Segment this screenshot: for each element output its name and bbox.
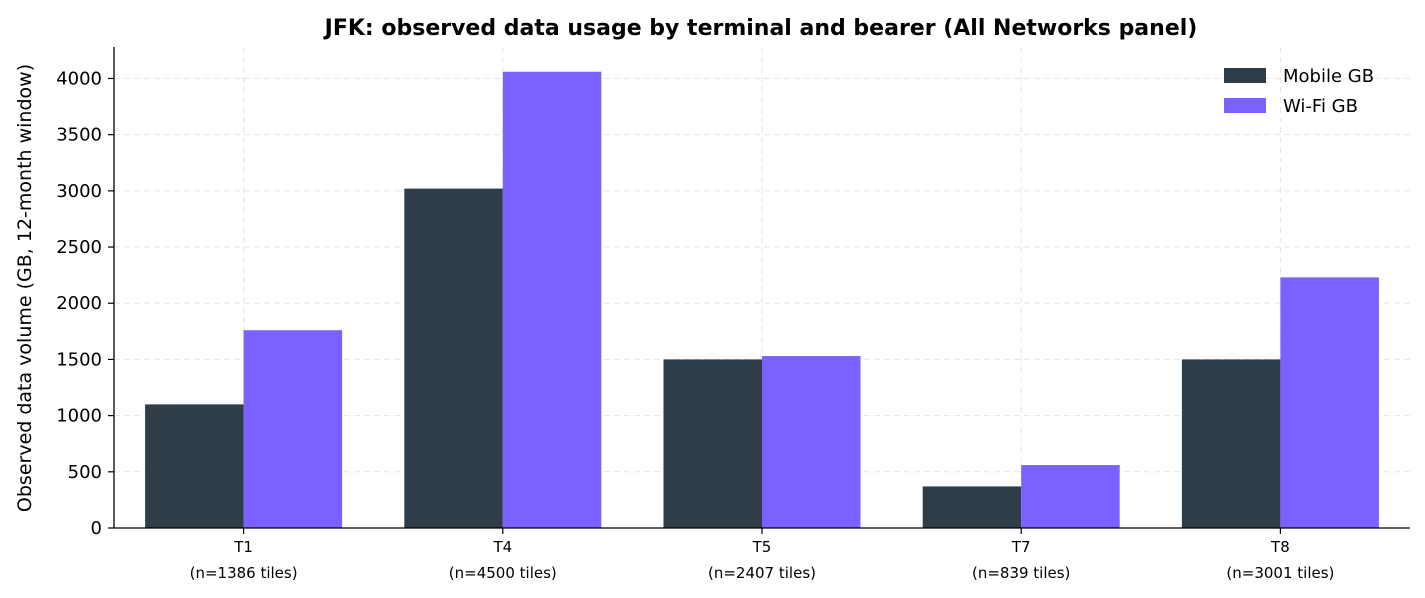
legend-label: Wi-Fi GB xyxy=(1283,96,1358,117)
legend-label: Mobile GB xyxy=(1283,66,1374,87)
x-tick-label: T1 xyxy=(233,538,253,556)
x-tick-sublabel: (n=4500 tiles) xyxy=(449,564,557,582)
y-axis-label: Observed data volume (GB, 12-month windo… xyxy=(14,64,36,512)
y-tick-label: 1000 xyxy=(56,406,102,427)
bar-t5-wifi xyxy=(762,356,861,528)
bar-t4-wifi xyxy=(502,71,602,528)
bar-t1-wifi xyxy=(243,330,343,528)
x-tick-sublabel: (n=1386 tiles) xyxy=(190,564,298,582)
x-tick-sublabel: (n=3001 tiles) xyxy=(1226,564,1334,582)
y-tick-label: 0 xyxy=(91,518,102,539)
y-tick-label: 3500 xyxy=(56,125,102,146)
bars xyxy=(145,71,1379,529)
y-tick-label: 2500 xyxy=(56,237,102,258)
x-ticks: T1 (n=1386 tiles) T4 (n=4500 tiles) T5 (n=240… xyxy=(190,528,1334,582)
bar-t7-wifi xyxy=(1021,465,1120,528)
y-tick-label: 500 xyxy=(68,462,102,483)
y-ticks: 0 500 1000 1500 2000 2500 3000 3500 4000 xyxy=(56,68,114,539)
bar-t5-mobile xyxy=(663,359,762,528)
y-tick-label: 4000 xyxy=(56,68,102,89)
bar-t7-mobile xyxy=(922,486,1022,528)
y-tick-label: 3000 xyxy=(56,181,102,202)
x-tick-sublabel: (n=2407 tiles) xyxy=(708,564,816,582)
chart-title: JFK: observed data usage by terminal and… xyxy=(323,16,1198,41)
x-tick-sublabel: (n=839 tiles) xyxy=(972,564,1070,582)
y-tick-label: 2000 xyxy=(56,293,102,314)
legend: Mobile GB Wi-Fi GB xyxy=(1224,66,1374,117)
bar-t8-wifi xyxy=(1280,277,1379,528)
bar-t8-mobile xyxy=(1181,359,1281,528)
x-tick-label: T8 xyxy=(1270,538,1290,556)
legend-swatch xyxy=(1224,98,1266,113)
y-tick-label: 1500 xyxy=(56,349,102,370)
x-tick-label: T4 xyxy=(492,538,512,556)
x-tick-label: T5 xyxy=(752,538,772,556)
legend-swatch xyxy=(1224,68,1266,83)
x-tick-label: T7 xyxy=(1011,538,1031,556)
bar-t1-mobile xyxy=(145,404,244,528)
bar-t4-mobile xyxy=(404,188,503,529)
